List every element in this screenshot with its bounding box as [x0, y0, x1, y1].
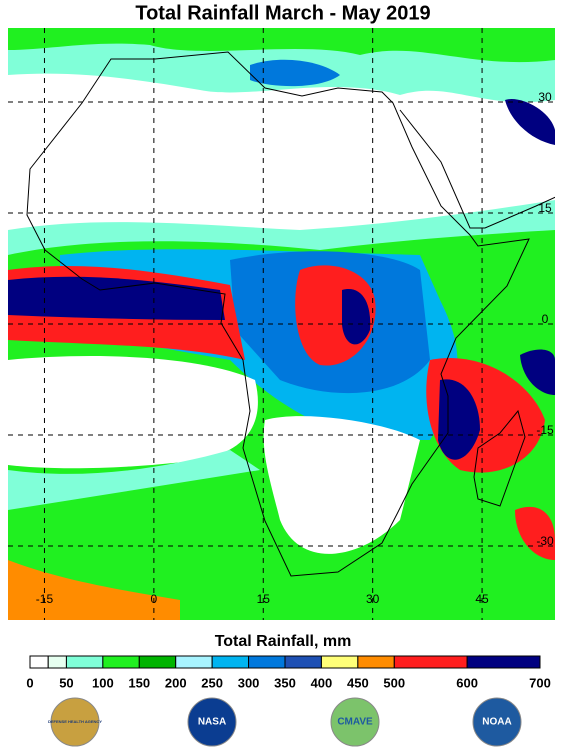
- colorbar-tick-label: 300: [238, 675, 260, 690]
- longitude-label: 45: [475, 592, 489, 606]
- colorbar-segment: [248, 655, 286, 669]
- colorbar-segment: [29, 655, 49, 669]
- colorbar-tick-label: 200: [165, 675, 187, 690]
- colorbar-tick-label: 0: [26, 675, 33, 690]
- graticule: 30 15 0 -15 -30 -15 0 15 30 45: [8, 28, 555, 620]
- logo: [472, 697, 522, 747]
- colorbar-tick-label: 50: [59, 675, 73, 690]
- logos: DEFENSE HEALTH AGENCY NASA CMAVE NOAA: [48, 697, 522, 747]
- colorbar: Total Rainfall, mm 0 50 100 150 200 250 300 350…: [26, 633, 550, 690]
- colorbar-segment: [357, 655, 395, 669]
- colorbar-tick-label: 350: [274, 675, 296, 690]
- colorbar-tick-label: 150: [128, 675, 150, 690]
- logo-text: CMAVE: [337, 717, 373, 728]
- coastlines: [26, 51, 555, 577]
- colorbar-segment: [175, 655, 213, 669]
- colorbar-segment: [65, 655, 104, 669]
- colorbar-tick-label: 100: [92, 675, 114, 690]
- colorbar-tick-label: 500: [383, 675, 405, 690]
- colorbar-segment: [466, 655, 541, 669]
- longitude-label: -15: [36, 592, 54, 606]
- latitude-label: -30: [536, 534, 554, 548]
- colorbar-segment: [138, 655, 177, 669]
- colorbar-tick-label: 700: [529, 675, 551, 690]
- longitude-label: 0: [151, 592, 158, 606]
- colorbar-label: Total Rainfall, mm: [215, 633, 352, 650]
- logo-text: DEFENSE HEALTH AGENCY: [48, 719, 102, 724]
- logo: [330, 697, 380, 747]
- colorbar-segment: [284, 655, 322, 669]
- colorbar-segment: [320, 655, 359, 669]
- colorbar-tick-label: 450: [347, 675, 369, 690]
- latitude-label: 0: [542, 312, 549, 326]
- rainfall-field: [8, 28, 555, 620]
- colorbar-segment: [211, 655, 250, 669]
- latitude-label: 30: [538, 90, 552, 104]
- longitude-label: 15: [257, 592, 271, 606]
- latitude-label: 15: [538, 201, 552, 215]
- colorbar-segment: [47, 655, 67, 669]
- colorbar-tick-label: 250: [201, 675, 223, 690]
- colorbar-tick-label: 400: [311, 675, 333, 690]
- logo: [187, 697, 237, 747]
- longitude-label: 30: [366, 592, 380, 606]
- logo-text: NASA: [198, 717, 226, 728]
- map: 30 15 0 -15 -30 -15 0 15 30 45: [8, 28, 555, 620]
- title: Total Rainfall March - May 2019: [135, 2, 430, 24]
- logo: [50, 697, 100, 747]
- colorbar-segment: [393, 655, 468, 669]
- logo-text: NOAA: [482, 717, 511, 728]
- latitude-label: -15: [536, 423, 554, 437]
- colorbar-segment: [102, 655, 140, 669]
- colorbar-tick-label: 600: [456, 675, 478, 690]
